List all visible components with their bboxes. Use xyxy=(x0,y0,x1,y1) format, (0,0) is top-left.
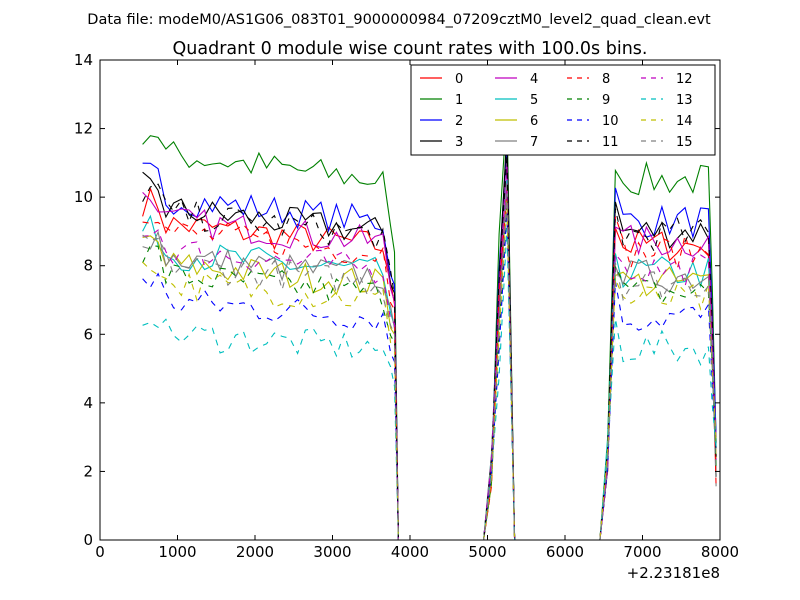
y-tick-label: 8 xyxy=(83,257,93,275)
series-line-1 xyxy=(142,107,717,541)
legend-box xyxy=(410,64,716,156)
y-tick-label: 10 xyxy=(74,188,93,206)
x-tick-label: 2000 xyxy=(236,543,274,561)
series-line-11 xyxy=(142,155,717,541)
legend-label-11: 11 xyxy=(602,135,619,150)
legend-label-10: 10 xyxy=(602,114,619,129)
legend-label-12: 12 xyxy=(676,72,693,87)
y-tick-label: 4 xyxy=(83,394,93,412)
legend-label-6: 6 xyxy=(530,114,538,129)
series-line-3 xyxy=(142,131,717,541)
legend-label-0: 0 xyxy=(455,72,463,87)
y-tick-label: 6 xyxy=(83,325,93,343)
y-tick-label: 14 xyxy=(74,51,93,69)
legend-label-15: 15 xyxy=(676,135,693,150)
series-line-4 xyxy=(142,162,717,541)
series-layer xyxy=(142,107,717,541)
series-line-0 xyxy=(142,187,717,541)
chart-suptitle: Data file: modeM0/AS1G06_083T01_90000009… xyxy=(87,12,711,28)
x-tick-label: 5000 xyxy=(468,543,506,561)
series-line-8 xyxy=(142,190,717,541)
legend-label-8: 8 xyxy=(602,72,610,87)
legend-label-7: 7 xyxy=(530,135,538,150)
x-tick-label: 8000 xyxy=(701,543,739,561)
y-tick-label: 2 xyxy=(83,462,93,480)
series-line-7 xyxy=(142,183,717,541)
legend-label-2: 2 xyxy=(455,114,463,129)
legend-label-9: 9 xyxy=(602,93,610,108)
x-tick-label: 3000 xyxy=(313,543,351,561)
x-tick-label: 4000 xyxy=(391,543,429,561)
x-tick-label: 1000 xyxy=(158,543,196,561)
series-line-15 xyxy=(142,193,717,541)
legend-label-4: 4 xyxy=(530,72,538,87)
series-line-6 xyxy=(142,186,717,541)
x-tick-label: 7000 xyxy=(623,543,661,561)
series-line-13 xyxy=(142,227,717,541)
x-offset-label: +2.23181e8 xyxy=(627,564,720,582)
y-tick-label: 12 xyxy=(74,120,93,138)
legend-label-3: 3 xyxy=(455,135,463,150)
legend-label-5: 5 xyxy=(530,93,538,108)
legend-label-1: 1 xyxy=(455,93,463,108)
chart-title: Quadrant 0 module wise count rates with … xyxy=(173,39,648,59)
x-axis: 0 1000 2000 3000 4000 5000 6000 7000 8000 xyxy=(95,60,739,561)
series-line-2 xyxy=(142,142,717,541)
y-tick-label: 0 xyxy=(83,531,93,549)
series-line-12 xyxy=(142,190,717,541)
series-line-14 xyxy=(142,200,717,541)
legend-label-13: 13 xyxy=(676,93,693,108)
x-tick-label: 0 xyxy=(95,543,105,561)
x-tick-label: 6000 xyxy=(546,543,584,561)
series-line-10 xyxy=(142,210,717,541)
legend-label-14: 14 xyxy=(676,114,693,129)
series-line-5 xyxy=(142,179,717,541)
